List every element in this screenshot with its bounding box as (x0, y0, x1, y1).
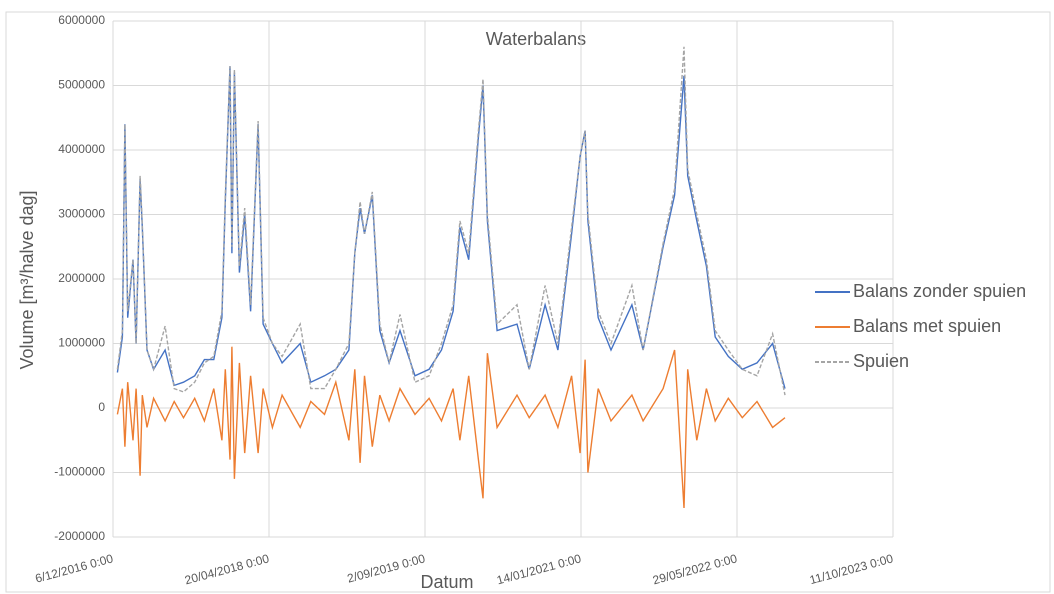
series-line (116, 346, 786, 509)
series-line (116, 66, 786, 389)
y-axis-title: Volume [m³/halve dag] (17, 190, 37, 369)
x-tick-label: 20/04/2018 0:00 (183, 551, 271, 587)
legend-label: Spuien (853, 351, 909, 371)
y-tick-label: -1000000 (54, 465, 105, 479)
series-line (116, 46, 786, 396)
chart-title: Waterbalans (486, 29, 586, 49)
x-tick-label: 14/01/2021 0:00 (495, 551, 583, 587)
y-tick-label: 5000000 (58, 78, 105, 92)
chart-border (5, 11, 1051, 593)
y-tick-label: 4000000 (58, 142, 105, 156)
y-tick-label: -2000000 (54, 529, 105, 543)
y-tick-label: 1000000 (58, 336, 105, 350)
y-tick-label: 3000000 (58, 207, 105, 221)
y-tick-label: 2000000 (58, 271, 105, 285)
x-tick-label: 11/10/2023 0:00 (808, 551, 895, 587)
x-tick-label: 6/12/2016 0:00 (34, 551, 115, 585)
x-tick-label: 29/05/2022 0:00 (651, 551, 739, 587)
y-tick-label: 6000000 (58, 13, 105, 27)
legend-label: Balans met spuien (853, 316, 1001, 336)
x-axis-title: Datum (420, 572, 473, 592)
x-tick-label: 2/09/2019 0:00 (346, 551, 427, 585)
y-tick-label: 0 (98, 400, 105, 414)
legend-label: Balans zonder spuien (853, 281, 1026, 301)
